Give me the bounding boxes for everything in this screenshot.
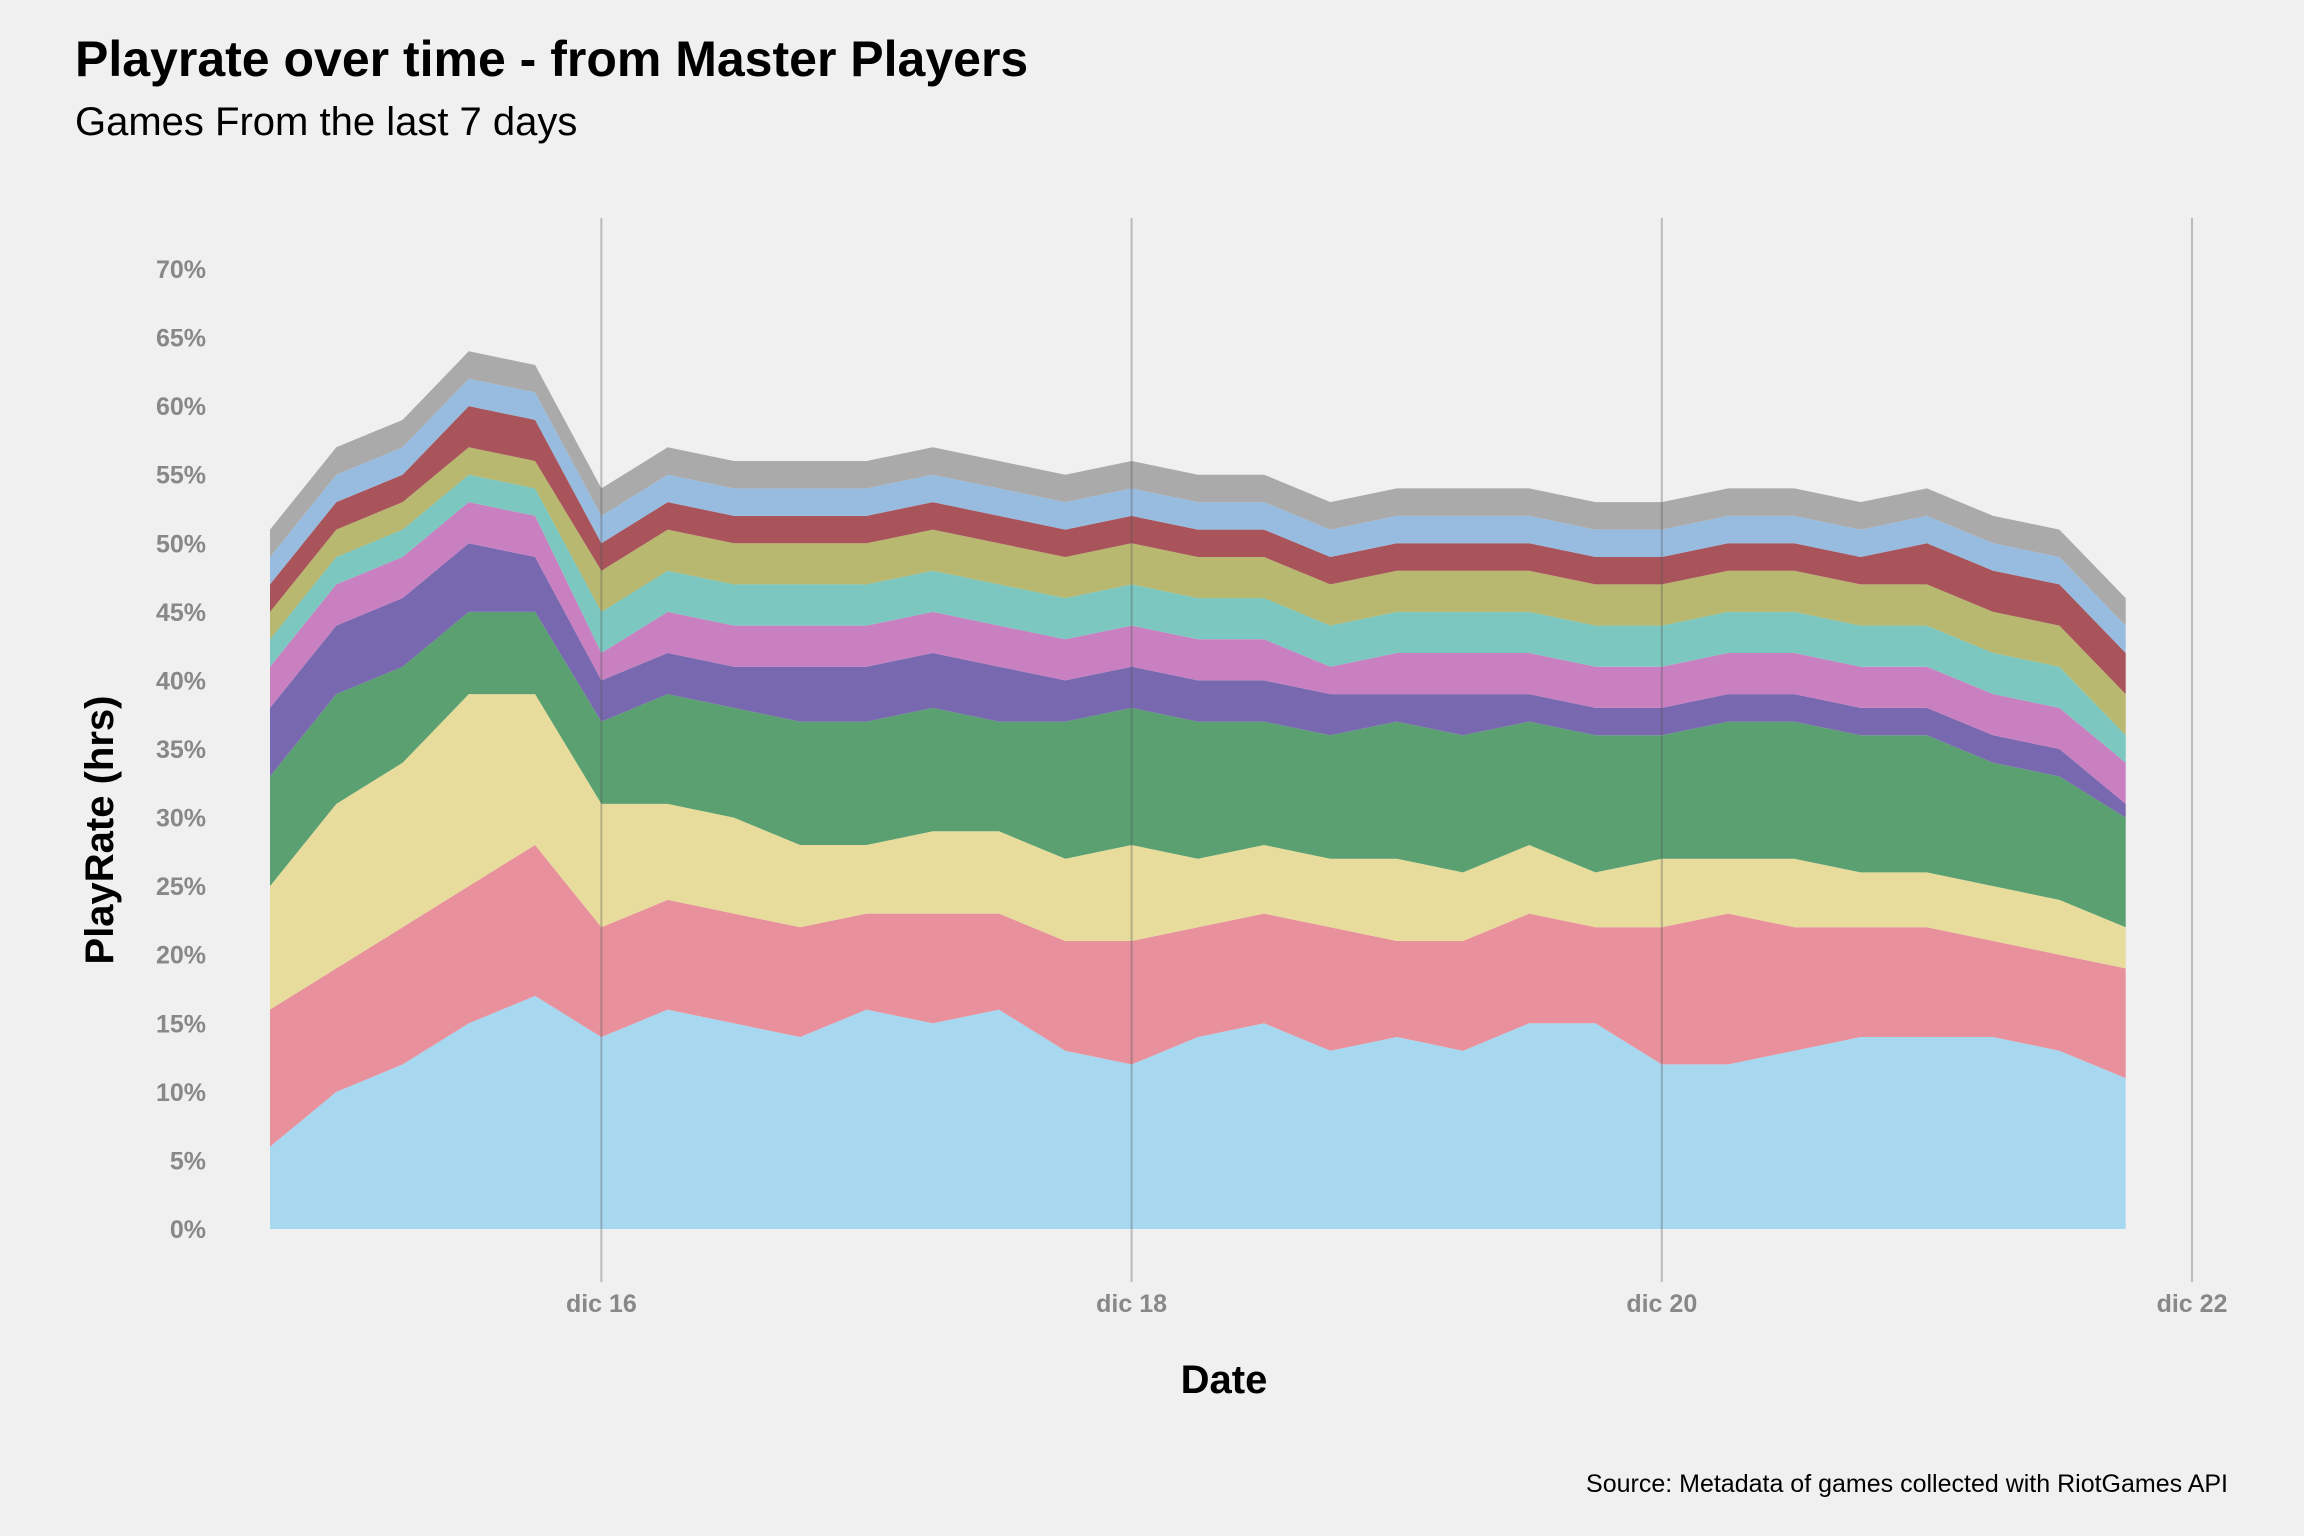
- y-tick-label: 30%: [156, 805, 206, 833]
- x-tick-label: dic 20: [1626, 1290, 1697, 1318]
- area-series-4: [270, 611, 2126, 928]
- area-series-9: [270, 406, 2126, 695]
- area-series-2: [270, 845, 2126, 1147]
- area-series-6: [270, 502, 2126, 804]
- x-axis-ticks: dic 16 dic 18 dic 20 dic 22: [566, 1290, 2227, 1318]
- x-tick-label: dic 18: [1096, 1290, 1167, 1318]
- y-tick-label: 50%: [156, 530, 206, 558]
- y-tick-label: 25%: [156, 873, 206, 901]
- y-tick-label: 15%: [156, 1010, 206, 1038]
- area-series-8: [270, 447, 2126, 736]
- chart-caption: Source: Metadata of games collected with…: [1586, 1470, 2228, 1498]
- area-series-7: [270, 474, 2126, 763]
- y-tick-label: 35%: [156, 736, 206, 764]
- vline-layer: [600, 218, 2193, 1282]
- area-series-3: [270, 694, 2126, 1010]
- y-axis-ticks: 0% 5% 10% 15% 20% 25% 30% 35% 40% 45% 50% 55% 60% 65%…: [156, 256, 206, 1244]
- x-tick-label: dic 22: [2157, 1290, 2228, 1318]
- y-tick-label: 70%: [156, 256, 206, 284]
- y-tick-label: 40%: [156, 667, 206, 695]
- area-layer: [270, 351, 2126, 1229]
- area-series-11: [270, 351, 2126, 626]
- x-axis-label: Date: [1181, 1358, 1268, 1402]
- y-tick-label: 60%: [156, 393, 206, 421]
- y-tick-label: 65%: [156, 325, 206, 353]
- y-axis-label: PlayRate (hrs): [78, 696, 122, 965]
- area-series-1: [270, 995, 2126, 1229]
- y-tick-label: 5%: [170, 1147, 206, 1175]
- area-series-5: [270, 543, 2126, 818]
- y-tick-label: 0%: [170, 1216, 206, 1244]
- chart-title: Playrate over time - from Master Players: [75, 31, 1029, 87]
- chart-subtitle: Games From the last 7 days: [75, 100, 578, 144]
- y-tick-label: 45%: [156, 599, 206, 627]
- y-tick-label: 55%: [156, 462, 206, 490]
- y-tick-label: 20%: [156, 942, 206, 970]
- y-tick-label: 10%: [156, 1079, 206, 1107]
- area-series-10: [270, 378, 2126, 653]
- x-tick-label: dic 16: [566, 1290, 637, 1318]
